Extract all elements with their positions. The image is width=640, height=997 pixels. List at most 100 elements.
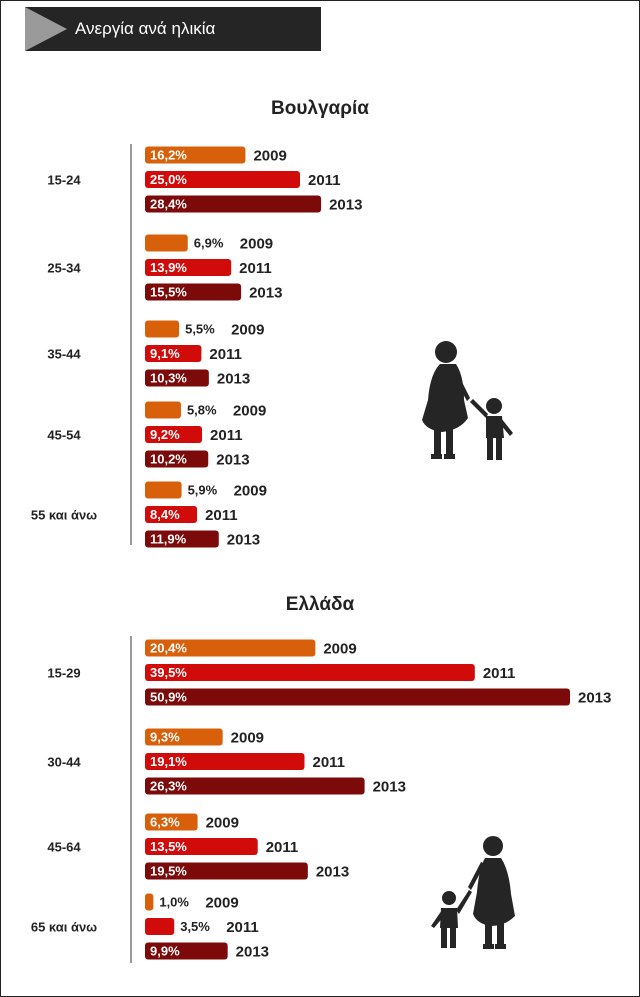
data-label: 9,9% xyxy=(150,944,180,959)
bar xyxy=(145,753,305,770)
bar xyxy=(145,283,242,301)
data-label: 9,3% xyxy=(150,730,180,745)
grandmother-child-silhouette-icon-2 xyxy=(431,836,515,949)
bar xyxy=(145,481,182,499)
bar xyxy=(145,234,188,252)
chart-1: Ελλάδα 15-29 20,4% 2009 39,5% 2011 50,9% 2013 30… xyxy=(31,594,611,963)
data-label: 5,5% xyxy=(185,322,215,337)
data-label: 26,3% xyxy=(150,779,187,794)
chart-title: Βουλγαρία xyxy=(271,98,369,119)
year-label: 2009 xyxy=(234,483,267,500)
year-label: 2011 xyxy=(210,427,243,444)
bar xyxy=(145,664,475,681)
data-label: 39,5% xyxy=(150,665,187,680)
year-label: 2011 xyxy=(483,665,516,682)
data-label: 10,2% xyxy=(150,452,187,467)
category-label: 45-64 xyxy=(47,840,81,855)
header-banner: Ανεργία ανά ηλικία xyxy=(25,7,321,51)
year-label: 2009 xyxy=(323,641,356,658)
bar xyxy=(145,918,175,935)
data-label: 16,2% xyxy=(150,148,187,163)
data-label: 10,3% xyxy=(150,371,187,386)
bar xyxy=(145,530,219,548)
category-label: 45-54 xyxy=(47,428,81,443)
year-label: 2013 xyxy=(217,371,250,388)
data-label: 20,4% xyxy=(150,641,187,656)
grandmother-child-silhouette-icon xyxy=(422,341,513,460)
year-label: 2011 xyxy=(239,260,272,277)
bar xyxy=(145,259,232,276)
bar xyxy=(145,450,209,468)
bar xyxy=(145,942,228,960)
year-label: 2013 xyxy=(227,532,260,549)
category-label: 15-24 xyxy=(47,173,81,188)
chart-title: Ελλάδα xyxy=(286,594,355,615)
data-label: 13,9% xyxy=(150,260,187,275)
data-label: 19,1% xyxy=(150,754,187,769)
bar xyxy=(145,369,209,387)
bar xyxy=(145,401,181,419)
data-label: 11,9% xyxy=(150,532,187,547)
category-label: 15-29 xyxy=(47,666,80,681)
bar xyxy=(145,893,154,911)
bar xyxy=(145,320,180,338)
header-arrow-icon xyxy=(25,7,67,51)
bar xyxy=(145,688,571,706)
header-title: Ανεργία ανά ηλικία xyxy=(75,19,216,38)
bar xyxy=(145,813,198,831)
data-label: 25,0% xyxy=(150,172,187,187)
year-label: 2009 xyxy=(240,236,273,253)
year-label: 2013 xyxy=(249,285,282,302)
data-label: 9,2% xyxy=(150,427,180,442)
data-label: 5,9% xyxy=(188,483,218,498)
data-label: 1,0% xyxy=(159,895,189,910)
data-label: 13,5% xyxy=(150,839,187,854)
bar xyxy=(145,862,308,880)
year-label: 2013 xyxy=(236,944,269,961)
bar xyxy=(145,506,198,523)
year-label: 2013 xyxy=(578,690,611,707)
data-label: 8,4% xyxy=(150,507,180,522)
category-label: 55 και άνω xyxy=(31,508,97,523)
bar xyxy=(145,639,316,657)
year-label: 2009 xyxy=(253,148,286,165)
category-label: 25-34 xyxy=(47,261,81,276)
bar xyxy=(145,195,322,213)
year-label: 2011 xyxy=(266,839,299,856)
year-label: 2013 xyxy=(329,197,362,214)
category-label: 30-44 xyxy=(47,755,81,770)
year-label: 2011 xyxy=(312,754,345,771)
year-label: 2009 xyxy=(231,730,264,747)
data-label: 6,9% xyxy=(194,236,224,251)
bar xyxy=(145,777,365,795)
year-label: 2011 xyxy=(205,507,238,524)
year-label: 2011 xyxy=(308,172,341,189)
data-label: 50,9% xyxy=(150,690,187,705)
bar xyxy=(145,838,258,855)
data-label: 9,1% xyxy=(150,346,180,361)
year-label: 2013 xyxy=(316,864,349,881)
year-label: 2013 xyxy=(373,779,406,796)
year-label: 2013 xyxy=(216,452,249,469)
data-label: 28,4% xyxy=(150,197,187,212)
data-label: 5,8% xyxy=(187,403,217,418)
data-label: 6,3% xyxy=(150,815,180,830)
chart-0: Βουλγαρία 15-24 16,2% 2009 25,0% 2011 28,4% 201… xyxy=(31,98,369,549)
data-label: 19,5% xyxy=(150,864,187,879)
year-label: 2009 xyxy=(231,322,264,339)
data-label: 3,5% xyxy=(180,919,210,934)
bar xyxy=(145,171,300,188)
year-label: 2011 xyxy=(209,346,242,363)
category-label: 65 και άνω xyxy=(31,920,97,935)
bar xyxy=(145,728,223,746)
bar xyxy=(145,146,246,164)
year-label: 2009 xyxy=(205,895,238,912)
bar xyxy=(145,426,203,443)
year-label: 2009 xyxy=(233,403,266,420)
category-label: 35-44 xyxy=(47,347,81,362)
data-label: 15,5% xyxy=(150,285,187,300)
year-label: 2009 xyxy=(206,815,239,832)
year-label: 2011 xyxy=(226,919,259,936)
bar xyxy=(145,345,202,362)
